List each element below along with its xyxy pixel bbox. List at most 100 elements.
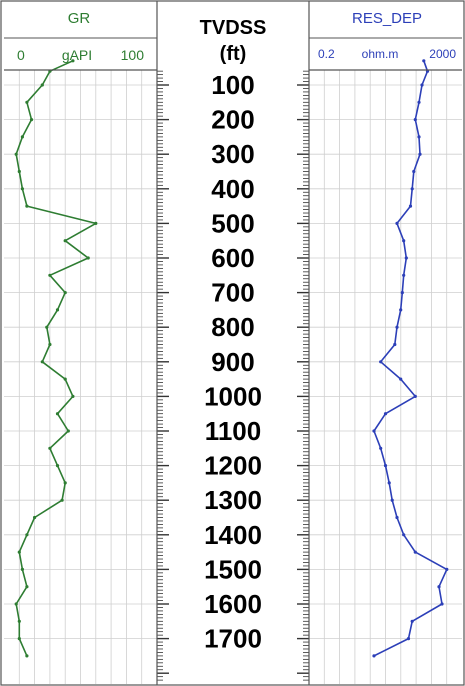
gr-data-point xyxy=(48,342,52,347)
gr-data-point xyxy=(48,446,52,450)
res-data-point xyxy=(402,273,406,277)
res-data-point xyxy=(437,585,441,589)
res-data-point xyxy=(440,602,444,606)
res-data-point xyxy=(417,135,421,139)
res-data-point xyxy=(395,515,399,520)
curve-layer xyxy=(14,59,449,658)
res-data-point xyxy=(395,325,399,329)
gr-data-point xyxy=(17,637,21,641)
gr-data-point xyxy=(45,325,49,329)
gr-data-point xyxy=(25,585,29,589)
res-data-point xyxy=(400,291,404,295)
res-data-point xyxy=(387,481,391,485)
depth-track-header: TVDSS (ft) xyxy=(200,17,267,65)
res-data-point xyxy=(383,412,388,416)
res-data-point xyxy=(379,446,383,450)
depth-tick-label: 900 xyxy=(211,347,254,377)
res-data-point xyxy=(413,550,417,554)
gr-range-min: 0 xyxy=(17,47,25,63)
res-data-point xyxy=(445,567,449,572)
res-data-point xyxy=(412,169,416,174)
res-data-point xyxy=(379,360,383,364)
depth-tick-label: 300 xyxy=(211,139,254,169)
gr-data-point xyxy=(71,59,75,63)
gr-data-point xyxy=(63,481,67,485)
res-data-point xyxy=(410,619,414,623)
gr-data-point xyxy=(33,515,37,520)
depth-tick-label: 100 xyxy=(211,70,254,100)
gr-data-point xyxy=(63,239,67,243)
depth-axis-unit: (ft) xyxy=(220,43,247,65)
gr-data-point xyxy=(14,152,18,156)
res-data-point xyxy=(393,342,397,347)
gr-curve-name: GR xyxy=(68,10,91,27)
gr-track-header: GR 0 gAPI 100 xyxy=(17,10,144,63)
gr-data-point xyxy=(48,273,52,277)
res-data-point xyxy=(402,239,406,243)
gr-data-point xyxy=(25,100,29,104)
res-data-point xyxy=(408,204,413,208)
depth-tick-label: 1600 xyxy=(204,589,262,619)
res-data-point xyxy=(406,637,411,641)
gr-data-point xyxy=(29,118,34,122)
res-data-point xyxy=(413,394,417,398)
gr-curve xyxy=(15,60,97,657)
gr-data-point xyxy=(94,221,98,225)
depth-axis-title: TVDSS xyxy=(200,17,267,39)
gr-data-point xyxy=(17,169,21,174)
res-data-point xyxy=(402,533,406,537)
depth-tick-label: 200 xyxy=(211,105,254,135)
depth-tick-label: 800 xyxy=(211,312,254,342)
depth-tick-label: 1300 xyxy=(204,485,262,515)
res-data-point xyxy=(420,83,424,87)
gr-data-point xyxy=(63,377,67,381)
gr-data-point xyxy=(25,533,29,537)
res-curve-name: RES_DEP xyxy=(352,10,422,27)
depth-tick-label: 1100 xyxy=(205,416,261,446)
res-unit: ohm.m xyxy=(362,47,399,61)
depth-tick-label: 1500 xyxy=(204,554,262,584)
gr-data-point xyxy=(20,187,24,191)
gr-data-point xyxy=(63,291,67,295)
gr-range-max: 100 xyxy=(121,47,145,63)
res-track-header: RES_DEP 0.2 ohm.m 2000 xyxy=(318,10,456,61)
res-data-point xyxy=(372,654,376,658)
res-data-point xyxy=(413,118,417,122)
gr-data-point xyxy=(55,308,60,312)
gr-data-point xyxy=(17,619,21,623)
grid-layer xyxy=(4,70,462,684)
res-range-max: 2000 xyxy=(429,47,456,61)
depth-tick-label: 1000 xyxy=(204,381,262,411)
res-data-point xyxy=(383,464,388,468)
gr-data-point xyxy=(25,204,29,208)
depth-tick-label: 1400 xyxy=(204,520,262,550)
depth-tick-label: 700 xyxy=(211,278,254,308)
gr-data-point xyxy=(66,429,70,433)
gr-data-point xyxy=(40,360,44,364)
gr-data-point xyxy=(25,654,29,658)
gr-data-point xyxy=(86,256,90,260)
gr-data-point xyxy=(17,550,21,554)
res-range-min: 0.2 xyxy=(318,47,335,61)
res-data-point xyxy=(390,498,394,502)
gr-data-point xyxy=(20,567,24,572)
res-data-point xyxy=(399,377,403,381)
gr-data-point xyxy=(71,394,75,398)
res-data-point xyxy=(410,187,414,191)
res-data-point xyxy=(418,152,422,156)
gr-data-point xyxy=(14,602,18,606)
gr-data-point xyxy=(60,498,64,502)
gr-data-point xyxy=(40,83,44,87)
gr-data-point xyxy=(55,464,60,468)
gr-data-point xyxy=(20,135,24,139)
depth-tick-label: 400 xyxy=(211,174,254,204)
depth-tick-label: 1700 xyxy=(204,624,262,654)
res-data-point xyxy=(417,100,421,104)
res-data-point xyxy=(422,59,426,63)
res-data-point xyxy=(395,221,399,225)
depth-tick-label: 500 xyxy=(211,208,254,238)
gr-data-point xyxy=(55,412,60,416)
